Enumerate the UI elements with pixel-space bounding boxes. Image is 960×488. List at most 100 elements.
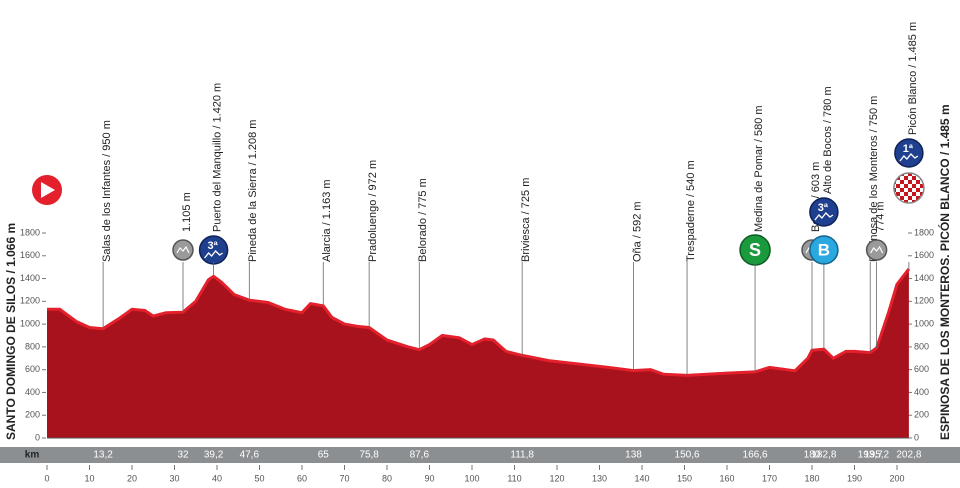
y2-tick-label: 1000 xyxy=(914,318,934,328)
x-tick-label: 50 xyxy=(254,473,264,483)
icon-grey xyxy=(865,239,888,261)
waypoint-label: Oña / 592 m xyxy=(631,201,643,262)
waypoint-km: 87,6 xyxy=(410,450,430,461)
y2-tick-label: 1200 xyxy=(914,296,934,306)
icon-bonus: B xyxy=(809,235,839,265)
waypoint-label: Alarcia / 1.163 m xyxy=(321,179,333,262)
waypoint-label: Picón Blanco / 1.485 m xyxy=(907,22,919,135)
x-tick-label: 140 xyxy=(634,473,649,483)
y-tick-label: 1000 xyxy=(20,318,40,328)
y2-tick-label: 600 xyxy=(914,364,929,374)
icon-circle xyxy=(893,172,925,204)
km-band xyxy=(0,447,960,463)
icon-finish xyxy=(893,172,925,204)
waypoint-label: Belorado / 775 m xyxy=(417,178,429,262)
waypoint-km: 202,8 xyxy=(896,450,921,461)
x-tick-label: 100 xyxy=(464,473,479,483)
x-tick-label: 180 xyxy=(804,473,819,483)
x-tick-label: 20 xyxy=(127,473,137,483)
y2-tick-label: 1400 xyxy=(914,273,934,283)
waypoint-km: 138 xyxy=(625,450,642,461)
waypoint-km: 13,2 xyxy=(93,450,113,461)
y2-tick-label: 1600 xyxy=(914,250,934,260)
x-tick-label: 30 xyxy=(169,473,179,483)
x-tick-label: 110 xyxy=(507,473,521,483)
x-tick-label: 190 xyxy=(847,473,862,483)
x-tick-label: 90 xyxy=(424,473,434,483)
elevation-edge xyxy=(47,267,911,377)
waypoint-km: 111,8 xyxy=(510,450,534,461)
icon-circle xyxy=(894,138,924,168)
icon-glyph xyxy=(899,153,919,162)
y-tick-label: 1600 xyxy=(20,250,40,260)
finish-label: ESPINOSA DE LOS MONTEROS. PICÓN BLANCO /… xyxy=(937,104,952,440)
x-tick-label: 170 xyxy=(762,473,777,483)
x-tick-label: 160 xyxy=(719,473,734,483)
waypoint-km: 75,8 xyxy=(359,450,379,461)
x-tick-label: 10 xyxy=(84,473,94,483)
waypoint-label: Briviesca / 725 m xyxy=(520,178,532,262)
icon-glyph xyxy=(204,250,223,259)
waypoint-km: 195,2 xyxy=(864,450,889,461)
x-tick-label: 80 xyxy=(382,473,392,483)
x-tick-label: 0 xyxy=(44,473,49,483)
y-tick-label: 1800 xyxy=(20,227,40,237)
icon-climb: 3ª xyxy=(198,235,229,265)
waypoint-label: Pradoluengo / 972 m xyxy=(367,160,379,262)
y2-tick-label: 200 xyxy=(914,410,929,420)
icon-sprint: S xyxy=(739,234,771,266)
waypoint-label: Espinosa de los Monteros / 750 m xyxy=(868,96,880,262)
y2-tick-label: 400 xyxy=(914,387,929,397)
icon-circle xyxy=(172,239,194,261)
waypoint-km: 193,7 xyxy=(858,450,883,461)
waypoint-label: Trespaderne / 540 m xyxy=(685,160,697,262)
waypoint-label: Medina de Pomar / 580 m xyxy=(753,105,765,232)
icon-label: 1ª xyxy=(903,143,914,155)
x-tick-label: 40 xyxy=(212,473,222,483)
y2-tick-label: 1800 xyxy=(914,227,934,237)
y-tick-label: 800 xyxy=(25,341,40,351)
waypoint-label: Pineda de la Sierra / 1.208 m xyxy=(247,120,259,262)
y-tick-label: 1400 xyxy=(20,273,40,283)
x-tick-label: 200 xyxy=(889,473,904,483)
waypoint-km: 65 xyxy=(318,450,330,461)
y-tick-label: 600 xyxy=(25,364,40,374)
icon-climb: 3ª xyxy=(809,197,839,227)
elevation-area xyxy=(47,268,909,438)
icon-climb: 1ª xyxy=(894,138,924,168)
icon-label: 3ª xyxy=(207,240,218,252)
waypoint-label: Alto de Bocos / 780 m xyxy=(822,86,834,194)
waypoint-km: 39,2 xyxy=(204,450,224,461)
waypoint-km: 180 xyxy=(804,450,821,461)
icon-glyph xyxy=(176,245,190,254)
x-tick-label: 120 xyxy=(549,473,564,483)
icon-glyph xyxy=(814,212,834,221)
waypoint-label: Puerto del Manquillo / 1.420 m xyxy=(212,83,224,232)
km-label: km xyxy=(25,450,40,461)
x-tick-label: 60 xyxy=(297,473,307,483)
waypoint-km: 182,8 xyxy=(811,450,836,461)
waypoint-km: 150,6 xyxy=(675,450,700,461)
icon-grey xyxy=(172,239,194,261)
start-label: SANTO DOMINGO DE SILOS / 1.066 m xyxy=(4,223,18,440)
y-tick-label: 1200 xyxy=(20,296,40,306)
waypoint-label: 774 m xyxy=(875,201,887,232)
y2-tick-label: 800 xyxy=(914,341,929,351)
y-tick-label: 400 xyxy=(25,387,40,397)
x-tick-label: 150 xyxy=(677,473,692,483)
icon-circle xyxy=(865,239,888,261)
waypoint-km: 47,6 xyxy=(240,450,260,461)
waypoint-label: 1.105 m xyxy=(181,192,193,232)
y2-tick-label: 0 xyxy=(914,432,919,442)
x-tick-label: 130 xyxy=(592,473,607,483)
y-tick-label: 200 xyxy=(25,410,40,420)
start-icon xyxy=(32,175,62,205)
icon-circle xyxy=(809,197,839,227)
x-tick-label: 70 xyxy=(339,473,349,483)
icon-glyph xyxy=(870,245,884,254)
waypoint-label: Salas de los Infantes / 950 m xyxy=(101,120,113,262)
waypoint-km: 32 xyxy=(177,450,189,461)
icon-label: S xyxy=(749,240,761,260)
waypoint-km: 166,6 xyxy=(743,450,768,461)
